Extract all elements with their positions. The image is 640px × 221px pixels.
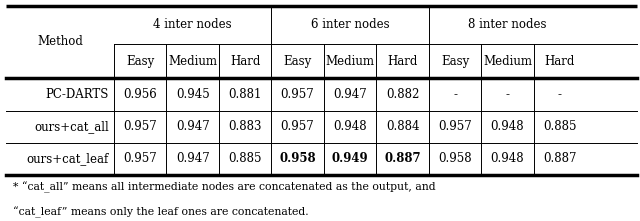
Text: -: - [558, 88, 562, 101]
Text: Medium: Medium [326, 55, 374, 68]
Text: 0.885: 0.885 [228, 152, 262, 165]
Text: Medium: Medium [168, 55, 217, 68]
Text: 0.956: 0.956 [124, 88, 157, 101]
Text: 0.957: 0.957 [281, 88, 314, 101]
Text: Easy: Easy [284, 55, 312, 68]
Text: 0.884: 0.884 [386, 120, 419, 133]
Text: 0.887: 0.887 [384, 152, 421, 165]
Text: Hard: Hard [230, 55, 260, 68]
Text: Hard: Hard [387, 55, 418, 68]
Text: * “cat_all” means all intermediate nodes are concatenated as the output, and: * “cat_all” means all intermediate nodes… [13, 181, 435, 193]
Text: Easy: Easy [126, 55, 154, 68]
Text: 0.949: 0.949 [332, 152, 369, 165]
Text: PC-DARTS: PC-DARTS [45, 88, 109, 101]
Text: -: - [506, 88, 509, 101]
Text: 4 inter nodes: 4 inter nodes [154, 18, 232, 31]
Text: 6 inter nodes: 6 inter nodes [311, 18, 389, 31]
Text: 0.948: 0.948 [491, 152, 524, 165]
Text: ours+cat_all: ours+cat_all [34, 120, 109, 133]
Text: 0.957: 0.957 [124, 152, 157, 165]
Text: 0.958: 0.958 [438, 152, 472, 165]
Text: 0.947: 0.947 [176, 152, 209, 165]
Text: 0.883: 0.883 [228, 120, 262, 133]
Text: 0.947: 0.947 [333, 88, 367, 101]
Text: Easy: Easy [441, 55, 469, 68]
Text: Hard: Hard [545, 55, 575, 68]
Text: Medium: Medium [483, 55, 532, 68]
Text: 0.958: 0.958 [279, 152, 316, 165]
Text: 0.882: 0.882 [386, 88, 419, 101]
Text: 0.957: 0.957 [438, 120, 472, 133]
Text: 0.947: 0.947 [176, 120, 209, 133]
Text: 0.887: 0.887 [543, 152, 577, 165]
Text: Method: Method [37, 36, 83, 48]
Text: 0.945: 0.945 [176, 88, 209, 101]
Text: 0.885: 0.885 [543, 120, 577, 133]
Text: 8 inter nodes: 8 inter nodes [468, 18, 547, 31]
Text: 0.957: 0.957 [124, 120, 157, 133]
Text: 0.948: 0.948 [491, 120, 524, 133]
Text: -: - [453, 88, 457, 101]
Text: 0.957: 0.957 [281, 120, 314, 133]
Text: 0.881: 0.881 [228, 88, 262, 101]
Text: “cat_leaf” means only the leaf ones are concatenated.: “cat_leaf” means only the leaf ones are … [13, 207, 308, 218]
Text: 0.948: 0.948 [333, 120, 367, 133]
Text: ours+cat_leaf: ours+cat_leaf [26, 152, 109, 165]
